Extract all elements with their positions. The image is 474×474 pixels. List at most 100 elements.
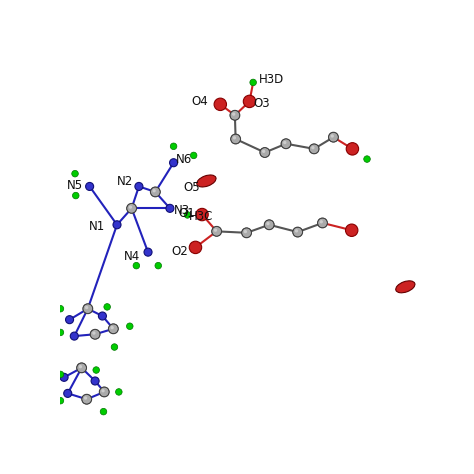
Circle shape bbox=[104, 304, 110, 310]
Circle shape bbox=[57, 305, 64, 312]
Circle shape bbox=[293, 228, 302, 237]
Circle shape bbox=[57, 329, 64, 336]
Circle shape bbox=[65, 316, 73, 324]
Text: O1: O1 bbox=[178, 207, 195, 219]
Ellipse shape bbox=[396, 281, 415, 293]
Text: N6: N6 bbox=[175, 153, 191, 166]
Text: O4: O4 bbox=[191, 95, 208, 108]
Text: N2: N2 bbox=[117, 175, 133, 188]
Circle shape bbox=[113, 221, 121, 229]
Circle shape bbox=[330, 134, 334, 137]
Circle shape bbox=[328, 132, 339, 143]
Circle shape bbox=[232, 112, 236, 116]
Circle shape bbox=[184, 211, 191, 218]
Circle shape bbox=[281, 139, 291, 148]
Circle shape bbox=[242, 228, 251, 237]
Circle shape bbox=[77, 363, 86, 373]
Circle shape bbox=[250, 79, 256, 86]
Circle shape bbox=[92, 331, 96, 335]
Circle shape bbox=[129, 206, 132, 209]
Circle shape bbox=[101, 389, 105, 392]
Circle shape bbox=[126, 203, 137, 214]
Circle shape bbox=[127, 204, 137, 213]
Circle shape bbox=[229, 110, 240, 121]
Circle shape bbox=[211, 226, 222, 237]
Circle shape bbox=[155, 263, 162, 269]
Circle shape bbox=[90, 329, 100, 340]
Circle shape bbox=[70, 332, 78, 340]
Circle shape bbox=[260, 148, 270, 157]
Circle shape bbox=[99, 386, 109, 397]
Circle shape bbox=[110, 326, 114, 329]
Circle shape bbox=[150, 186, 161, 197]
Text: O3: O3 bbox=[254, 97, 271, 110]
Circle shape bbox=[166, 204, 174, 212]
Circle shape bbox=[83, 304, 92, 313]
Circle shape bbox=[86, 182, 94, 191]
Text: O2: O2 bbox=[172, 245, 188, 257]
Circle shape bbox=[85, 306, 88, 309]
Circle shape bbox=[262, 150, 265, 153]
Text: O5: O5 bbox=[183, 181, 200, 194]
Circle shape bbox=[295, 229, 298, 233]
Circle shape bbox=[309, 144, 319, 155]
Circle shape bbox=[214, 98, 227, 110]
Circle shape bbox=[60, 374, 68, 382]
Circle shape bbox=[82, 394, 91, 404]
Circle shape bbox=[153, 189, 156, 192]
Circle shape bbox=[214, 228, 217, 232]
Text: N1: N1 bbox=[89, 220, 105, 233]
Circle shape bbox=[64, 389, 72, 397]
Circle shape bbox=[189, 241, 201, 254]
Circle shape bbox=[264, 219, 274, 230]
Circle shape bbox=[73, 192, 79, 199]
Circle shape bbox=[100, 409, 107, 415]
Circle shape bbox=[191, 152, 197, 159]
Circle shape bbox=[264, 220, 274, 229]
Circle shape bbox=[99, 312, 107, 320]
Circle shape bbox=[84, 396, 87, 400]
Circle shape bbox=[292, 227, 303, 237]
Circle shape bbox=[151, 187, 160, 197]
Circle shape bbox=[241, 228, 252, 238]
Circle shape bbox=[82, 303, 93, 314]
Circle shape bbox=[116, 389, 122, 395]
Circle shape bbox=[133, 263, 140, 269]
Text: H3D: H3D bbox=[259, 73, 284, 86]
Circle shape bbox=[127, 323, 133, 329]
Circle shape bbox=[346, 224, 358, 237]
Circle shape bbox=[319, 220, 323, 223]
Circle shape bbox=[100, 387, 109, 397]
Circle shape bbox=[346, 143, 359, 155]
Circle shape bbox=[310, 144, 319, 154]
Circle shape bbox=[231, 134, 240, 144]
Circle shape bbox=[109, 324, 118, 334]
Text: H3C: H3C bbox=[189, 210, 213, 223]
Circle shape bbox=[317, 218, 328, 228]
Text: N3: N3 bbox=[174, 204, 191, 218]
Circle shape bbox=[81, 394, 92, 405]
Ellipse shape bbox=[197, 175, 216, 187]
Circle shape bbox=[233, 136, 236, 139]
Circle shape bbox=[196, 209, 208, 221]
Circle shape bbox=[91, 377, 99, 385]
Circle shape bbox=[283, 141, 286, 144]
Circle shape bbox=[259, 147, 270, 158]
Circle shape bbox=[212, 227, 221, 236]
Circle shape bbox=[243, 95, 255, 108]
Circle shape bbox=[144, 248, 152, 256]
Circle shape bbox=[281, 138, 292, 149]
Text: N5: N5 bbox=[67, 179, 83, 192]
Circle shape bbox=[364, 156, 370, 163]
Circle shape bbox=[230, 110, 240, 120]
Circle shape bbox=[57, 371, 64, 378]
Circle shape bbox=[170, 143, 177, 150]
Circle shape bbox=[311, 146, 315, 149]
Circle shape bbox=[328, 132, 338, 142]
Circle shape bbox=[79, 365, 82, 368]
Circle shape bbox=[244, 230, 247, 233]
Circle shape bbox=[266, 222, 270, 225]
Circle shape bbox=[230, 134, 241, 145]
Circle shape bbox=[318, 218, 327, 228]
Text: N4: N4 bbox=[124, 250, 140, 264]
